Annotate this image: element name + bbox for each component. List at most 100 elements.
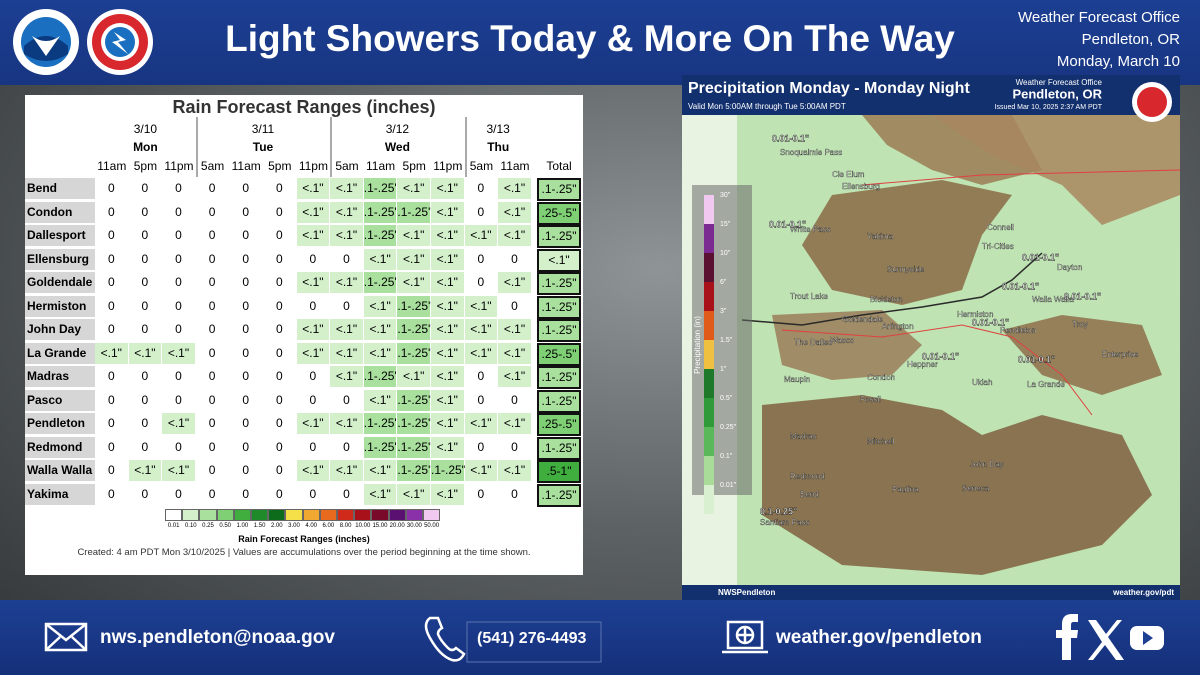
- forecast-cell: 0: [330, 295, 363, 317]
- city-label: Redmond: [25, 436, 95, 458]
- forecast-cell: 0: [229, 483, 262, 505]
- forecast-cell: 0: [162, 201, 195, 223]
- forecast-cell: 0: [95, 295, 128, 317]
- forecast-cell: 0: [128, 389, 162, 411]
- forecast-cell: <.1": [296, 413, 330, 434]
- forecast-cell: 0: [195, 366, 229, 387]
- forecast-cell: 0: [464, 389, 498, 411]
- forecast-cell: 0: [330, 436, 363, 458]
- forecast-cell: 0: [229, 460, 262, 481]
- colorbar-label: 0.01": [720, 482, 737, 489]
- terrain: [1002, 315, 1162, 395]
- forecast-cell: 0: [296, 483, 330, 505]
- legend-label: 1.00: [236, 523, 249, 529]
- forecast-cell: <.1": [363, 248, 397, 270]
- forecast-cell: 0: [464, 178, 498, 199]
- columbia-river: [741, 252, 1043, 326]
- forecast-cell: <.1": [397, 483, 430, 505]
- legend-swatch: [182, 509, 200, 521]
- forecast-cell: .1-.25": [397, 436, 432, 458]
- terrain: [762, 395, 1152, 575]
- colorbar-label: 0.5": [720, 395, 733, 402]
- forecast-cell: <.1": [431, 342, 464, 364]
- forecast-cell: 0: [128, 413, 162, 434]
- forecast-cell: 0: [162, 272, 195, 293]
- forecast-cell: 0: [263, 248, 296, 270]
- forecast-cell: <.1": [431, 436, 464, 458]
- forecast-cell: 0: [128, 319, 162, 340]
- email[interactable]: nws.pendleton@noaa.gov: [100, 627, 335, 648]
- colorbar-label: 6": [720, 279, 727, 286]
- place-label: Dayton: [1057, 263, 1082, 272]
- forecast-cell: 0: [263, 201, 296, 223]
- forecast-cell: <.1": [498, 460, 531, 481]
- forecast-cell: <.1": [464, 342, 498, 364]
- legend-label: 10.00: [355, 523, 371, 529]
- forecast-cell: 0: [162, 389, 195, 411]
- legend-swatch: [405, 509, 423, 521]
- city-label: Madras: [25, 366, 95, 387]
- forecast-cell: <.1": [296, 178, 330, 199]
- map-valid: Valid Mon 5:00AM through Tue 5:00AM PDT: [688, 102, 846, 111]
- location: Pendleton, OR: [1081, 31, 1180, 48]
- forecast-cell: 0: [330, 389, 363, 411]
- legend-swatch: [216, 509, 234, 521]
- place-label: Cle Elum: [832, 170, 865, 179]
- forecast-cell: <.1": [397, 178, 430, 199]
- phone[interactable]: (541) 276-4493: [477, 630, 587, 647]
- forecast-cell: 0: [296, 366, 330, 387]
- colorbar-label: 10": [720, 250, 731, 257]
- total-cell: .1-.25": [537, 366, 581, 389]
- legend-swatch: [285, 509, 303, 521]
- legend-label: 6.00: [322, 523, 335, 529]
- place-label: Yakima: [867, 232, 894, 241]
- map-issued: Issued Mar 10, 2025 2:37 AM PDT: [995, 104, 1103, 111]
- colorbar-bg: [692, 185, 752, 495]
- time-label: 11pm: [433, 159, 463, 173]
- forecast-cell: 0: [162, 178, 195, 199]
- city-label: Walla Walla: [25, 460, 95, 481]
- forecast-cell: 0: [195, 248, 229, 270]
- forecast-cell: <.1": [296, 272, 330, 293]
- forecast-cell: 0: [128, 178, 162, 199]
- legend-swatch: [319, 509, 337, 521]
- forecast-cell: 0: [464, 201, 498, 223]
- forecast-cell: 0: [195, 178, 229, 199]
- forecast-cell: 0: [128, 483, 162, 505]
- legend-swatch: [354, 509, 372, 521]
- forecast-cell: <.1": [330, 272, 363, 293]
- forecast-cell: .1-.25": [363, 366, 399, 387]
- forecast-cell: <.1": [431, 366, 464, 387]
- forecast-cell: 0: [229, 295, 262, 317]
- legend-label: 15.00: [372, 523, 388, 529]
- place-label: Tri-Cities: [982, 242, 1014, 251]
- map-footer-bar: [682, 585, 1180, 600]
- forecast-cell: .1-.25": [363, 225, 399, 246]
- date-label: 3/11: [251, 122, 275, 136]
- forecast-cell: 0: [95, 272, 128, 293]
- forecast-cell: <.1": [296, 460, 330, 481]
- forecast-cell: <.1": [363, 460, 397, 481]
- forecast-cell: 0: [498, 436, 531, 458]
- city-label: Pasco: [25, 389, 95, 411]
- forecast-cell: .1-.25": [397, 295, 432, 317]
- forecast-cell: <.1": [363, 342, 397, 364]
- colorbar-swatch: [704, 282, 714, 311]
- forecast-cell: <.1": [431, 225, 464, 246]
- header-bar: Light Showers Today & More On The Way We…: [0, 0, 1200, 85]
- forecast-cell: 0: [95, 483, 128, 505]
- footer-icons: [44, 614, 1164, 663]
- forecast-cell: 0: [229, 248, 262, 270]
- forecast-cell: <.1": [296, 319, 330, 340]
- forecast-cell: .1-.25": [363, 272, 399, 293]
- place-label: Arlington: [882, 322, 914, 331]
- forecast-cell: .1-.25": [397, 460, 432, 481]
- forecast-cell: 0: [195, 225, 229, 246]
- website[interactable]: weather.gov/pendleton: [776, 627, 982, 648]
- legend-label: 30.00: [406, 523, 422, 529]
- forecast-cell: <.1": [128, 460, 162, 481]
- forecast-cell: <.1": [162, 413, 195, 434]
- forecast-cell: 0: [464, 483, 498, 505]
- forecast-cell: 0: [464, 272, 498, 293]
- forecast-cell: <.1": [498, 366, 531, 387]
